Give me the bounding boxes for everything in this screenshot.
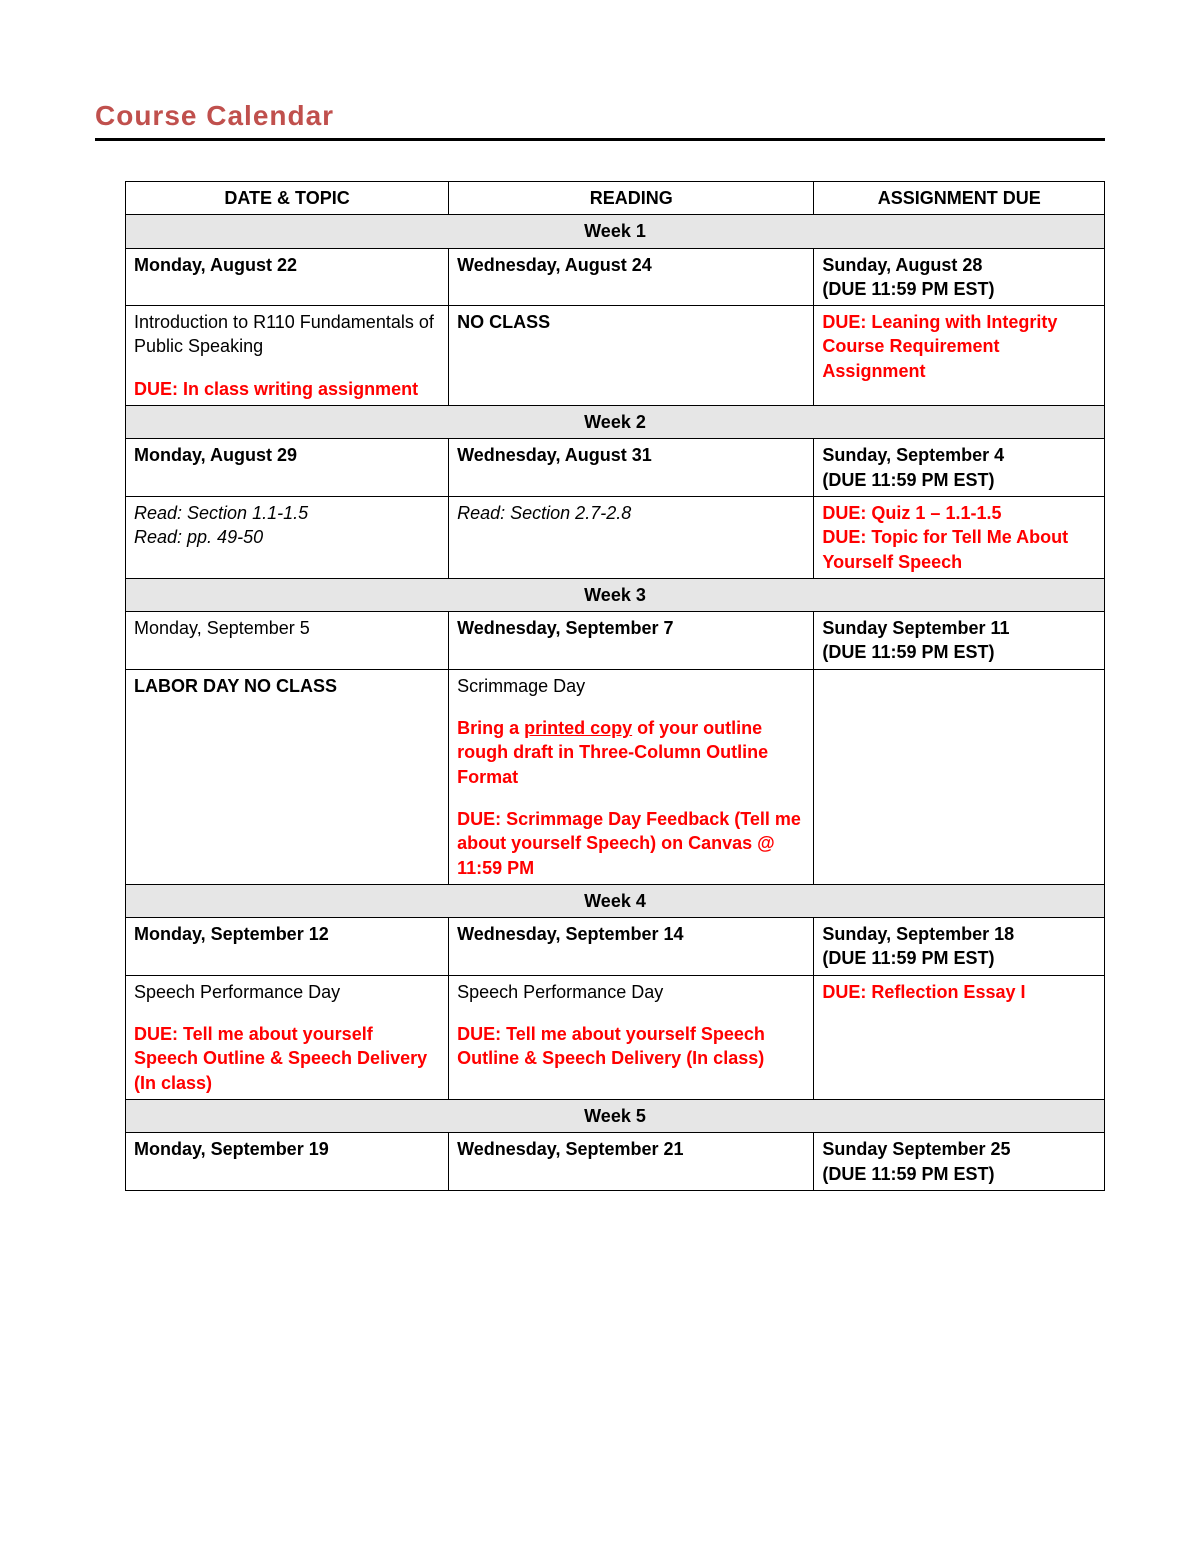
date-cell: Wednesday, September 14 xyxy=(449,918,814,976)
due-text: Bring a printed copy of your outline rou… xyxy=(457,716,805,789)
date-cell: Sunday, August 28 (DUE 11:59 PM EST) xyxy=(814,248,1105,306)
topic-text: Introduction to R110 Fundamentals of Pub… xyxy=(134,310,440,359)
content-cell: DUE: Reflection Essay I xyxy=(814,975,1105,1099)
due-text: DUE: Quiz 1 – 1.1-1.5 xyxy=(822,501,1096,525)
topic-text: Speech Performance Day xyxy=(457,980,805,1004)
date-line: (DUE 11:59 PM EST) xyxy=(822,1162,1096,1186)
week-header: Week 2 xyxy=(126,406,1105,439)
col-header-reading: READING xyxy=(449,182,814,215)
date-cell: Monday, September 5 xyxy=(126,612,449,670)
date-cell: Sunday September 25 (DUE 11:59 PM EST) xyxy=(814,1133,1105,1191)
date-line: (DUE 11:59 PM EST) xyxy=(822,468,1096,492)
content-cell: Read: Section 1.1-1.5 Read: pp. 49-50 xyxy=(126,496,449,578)
date-cell: Wednesday, September 21 xyxy=(449,1133,814,1191)
content-cell: DUE: Leaning with Integrity Course Requi… xyxy=(814,306,1105,406)
week-header: Week 4 xyxy=(126,884,1105,917)
content-cell: DUE: Quiz 1 – 1.1-1.5 DUE: Topic for Tel… xyxy=(814,496,1105,578)
date-line: (DUE 11:59 PM EST) xyxy=(822,277,1096,301)
content-cell: Scrimmage Day Bring a printed copy of yo… xyxy=(449,669,814,884)
due-text: DUE: In class writing assignment xyxy=(134,377,440,401)
content-row: Introduction to R110 Fundamentals of Pub… xyxy=(126,306,1105,406)
date-row: Monday, September 12 Wednesday, Septembe… xyxy=(126,918,1105,976)
due-underline: printed copy xyxy=(524,718,632,738)
topic-text: Speech Performance Day xyxy=(134,980,440,1004)
no-class-text: NO CLASS xyxy=(457,312,550,332)
date-cell: Wednesday, August 24 xyxy=(449,248,814,306)
calendar-table: DATE & TOPIC READING ASSIGNMENT DUE Week… xyxy=(125,181,1105,1191)
content-cell: LABOR DAY NO CLASS xyxy=(126,669,449,884)
header-row: DATE & TOPIC READING ASSIGNMENT DUE xyxy=(126,182,1105,215)
content-cell: Read: Section 2.7-2.8 xyxy=(449,496,814,578)
week-header: Week 5 xyxy=(126,1099,1105,1132)
col-header-assignment: ASSIGNMENT DUE xyxy=(814,182,1105,215)
date-line: (DUE 11:59 PM EST) xyxy=(822,640,1096,664)
no-class-text: LABOR DAY NO CLASS xyxy=(134,676,337,696)
date-cell: Wednesday, September 7 xyxy=(449,612,814,670)
date-row: Monday, August 22 Wednesday, August 24 S… xyxy=(126,248,1105,306)
topic-text: Scrimmage Day xyxy=(457,674,805,698)
date-line: Sunday September 25 xyxy=(822,1137,1096,1161)
date-line: Sunday September 11 xyxy=(822,616,1096,640)
date-cell: Monday, August 22 xyxy=(126,248,449,306)
content-cell: Introduction to R110 Fundamentals of Pub… xyxy=(126,306,449,406)
date-cell: Sunday, September 4 (DUE 11:59 PM EST) xyxy=(814,439,1105,497)
content-row: Speech Performance Day DUE: Tell me abou… xyxy=(126,975,1105,1099)
content-row: LABOR DAY NO CLASS Scrimmage Day Bring a… xyxy=(126,669,1105,884)
date-cell: Sunday, September 18 (DUE 11:59 PM EST) xyxy=(814,918,1105,976)
date-cell: Monday, August 29 xyxy=(126,439,449,497)
due-text: DUE: Tell me about yourself Speech Outli… xyxy=(457,1022,805,1071)
content-row: Read: Section 1.1-1.5 Read: pp. 49-50 Re… xyxy=(126,496,1105,578)
content-cell: NO CLASS xyxy=(449,306,814,406)
due-text: DUE: Reflection Essay I xyxy=(822,980,1096,1004)
reading-text: Read: Section 2.7-2.8 xyxy=(457,501,805,525)
page-title: Course Calendar xyxy=(95,100,1105,141)
date-row: Monday, September 5 Wednesday, September… xyxy=(126,612,1105,670)
date-cell: Monday, September 19 xyxy=(126,1133,449,1191)
due-text: DUE: Scrimmage Day Feedback (Tell me abo… xyxy=(457,807,805,880)
week-header: Week 3 xyxy=(126,578,1105,611)
reading-text: Read: pp. 49-50 xyxy=(134,525,440,549)
content-cell xyxy=(814,669,1105,884)
date-line: Sunday, August 28 xyxy=(822,253,1096,277)
date-line: (DUE 11:59 PM EST) xyxy=(822,946,1096,970)
content-cell: Speech Performance Day DUE: Tell me abou… xyxy=(449,975,814,1099)
due-text: DUE: Topic for Tell Me About Yourself Sp… xyxy=(822,525,1096,574)
date-cell: Sunday September 11 (DUE 11:59 PM EST) xyxy=(814,612,1105,670)
date-line: Sunday, September 18 xyxy=(822,922,1096,946)
reading-text: Read: Section 1.1-1.5 xyxy=(134,501,440,525)
col-header-date-topic: DATE & TOPIC xyxy=(126,182,449,215)
due-text: DUE: Leaning with Integrity Course Requi… xyxy=(822,310,1096,383)
date-row: Monday, August 29 Wednesday, August 31 S… xyxy=(126,439,1105,497)
due-prefix: Bring a xyxy=(457,718,524,738)
date-line: Sunday, September 4 xyxy=(822,443,1096,467)
date-row: Monday, September 19 Wednesday, Septembe… xyxy=(126,1133,1105,1191)
date-cell: Monday, September 12 xyxy=(126,918,449,976)
date-cell: Wednesday, August 31 xyxy=(449,439,814,497)
due-text: DUE: Tell me about yourself Speech Outli… xyxy=(134,1022,440,1095)
content-cell: Speech Performance Day DUE: Tell me abou… xyxy=(126,975,449,1099)
week-header: Week 1 xyxy=(126,215,1105,248)
